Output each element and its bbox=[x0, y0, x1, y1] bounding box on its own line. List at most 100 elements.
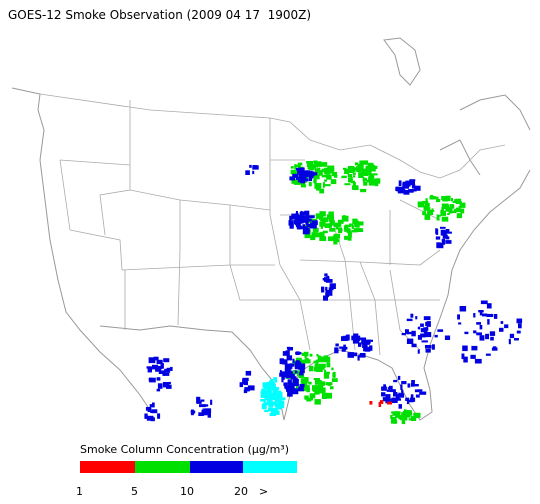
smoke-pixel bbox=[252, 170, 255, 175]
smoke-pixel bbox=[381, 394, 385, 397]
smoke-pixel bbox=[294, 370, 298, 374]
smoke-pixel bbox=[392, 397, 398, 403]
smoke-pixel bbox=[313, 178, 317, 184]
smoke-pixel bbox=[391, 416, 397, 420]
smoke-pixel bbox=[346, 334, 350, 341]
smoke-pixel bbox=[254, 166, 257, 170]
smoke-pixel bbox=[358, 342, 362, 347]
smoke-pixel bbox=[318, 384, 324, 389]
smoke-pixel bbox=[157, 413, 161, 419]
smoke-pixel bbox=[408, 413, 411, 418]
smoke-pixel bbox=[310, 235, 316, 241]
smoke-pixel bbox=[310, 172, 318, 176]
smoke-pixel bbox=[152, 402, 155, 408]
smoke-pixel bbox=[281, 359, 288, 365]
smoke-pixel bbox=[306, 397, 312, 402]
smoke-pixel bbox=[357, 355, 360, 361]
smoke-pixel bbox=[319, 221, 326, 227]
smoke-pixel bbox=[303, 170, 310, 176]
smoke-pixel bbox=[408, 189, 414, 193]
smoke-pixel bbox=[406, 400, 409, 405]
smoke-pixel bbox=[153, 356, 159, 361]
smoke-pixel bbox=[327, 165, 335, 172]
smoke-pixel bbox=[445, 229, 450, 233]
smoke-pixel bbox=[325, 297, 328, 300]
smoke-pixel bbox=[304, 232, 311, 239]
smoke-pixel bbox=[381, 386, 387, 391]
legend-tick-label: 5 bbox=[131, 485, 138, 498]
smoke-pixel bbox=[313, 160, 318, 164]
smoke-pixel bbox=[415, 394, 420, 398]
smoke-pixel bbox=[316, 387, 321, 394]
smoke-pixel bbox=[334, 175, 338, 178]
smoke-pixel bbox=[299, 368, 305, 374]
smoke-pixel bbox=[329, 289, 333, 292]
smoke-pixel bbox=[356, 228, 364, 232]
smoke-pixel bbox=[332, 372, 335, 378]
smoke-pixel bbox=[441, 238, 446, 245]
smoke-pixel bbox=[146, 366, 153, 369]
smoke-pixel bbox=[309, 393, 316, 399]
smoke-pixel bbox=[324, 167, 328, 173]
smoke-pixel bbox=[279, 372, 285, 377]
smoke-pixel bbox=[462, 345, 468, 352]
smoke-pixel bbox=[409, 179, 416, 182]
smoke-pixel bbox=[410, 189, 417, 192]
smoke-pixel bbox=[199, 404, 206, 408]
smoke-pixel bbox=[294, 361, 302, 367]
smoke-pixel bbox=[366, 179, 371, 183]
smoke-pixel bbox=[369, 401, 373, 405]
smoke-pixel bbox=[265, 394, 270, 400]
smoke-pixel bbox=[464, 331, 469, 335]
smoke-pixel bbox=[410, 397, 416, 402]
smoke-pixel bbox=[401, 419, 406, 425]
smoke-pixel bbox=[155, 365, 163, 370]
smoke-pixel bbox=[440, 226, 446, 229]
smoke-pixel bbox=[163, 358, 170, 363]
smoke-pixel bbox=[304, 351, 309, 357]
smoke-pixel bbox=[435, 236, 441, 240]
smoke-pixel bbox=[244, 387, 250, 392]
smoke-pixel bbox=[417, 349, 420, 354]
smoke-pixel bbox=[374, 178, 381, 184]
smoke-pixel bbox=[290, 169, 296, 175]
smoke-pixel bbox=[405, 329, 409, 334]
smoke-pixel bbox=[407, 383, 411, 388]
smoke-pixel bbox=[461, 353, 465, 360]
smoke-pixel bbox=[431, 344, 435, 350]
smoke-pixel bbox=[398, 180, 402, 186]
smoke-pixel bbox=[425, 326, 428, 330]
smoke-pixel bbox=[335, 224, 339, 230]
smoke-pixel bbox=[471, 345, 478, 351]
smoke-pixel bbox=[299, 219, 304, 224]
smoke-pixel bbox=[440, 229, 447, 236]
smoke-pixel bbox=[393, 393, 396, 397]
smoke-pixel bbox=[314, 399, 321, 405]
smoke-pixel bbox=[405, 397, 410, 401]
smoke-pixel bbox=[306, 388, 310, 393]
smoke-pixel bbox=[408, 181, 415, 186]
smoke-pixel bbox=[320, 162, 328, 167]
smoke-pixel bbox=[406, 331, 413, 335]
smoke-pixel bbox=[315, 168, 319, 174]
smoke-pixel bbox=[284, 363, 292, 370]
smoke-pixel bbox=[331, 171, 338, 177]
smoke-pixel bbox=[445, 240, 452, 244]
smoke-pixel bbox=[317, 177, 320, 180]
smoke-pixel bbox=[352, 352, 358, 357]
smoke-pixel bbox=[326, 174, 332, 180]
smoke-pixel bbox=[309, 176, 313, 182]
smoke-pixel bbox=[245, 170, 250, 175]
smoke-pixel bbox=[299, 372, 304, 376]
smoke-pixel bbox=[260, 399, 266, 402]
smoke-pixel bbox=[420, 323, 424, 327]
smoke-pixel bbox=[401, 389, 404, 394]
smoke-pixel bbox=[486, 303, 492, 309]
smoke-pixel bbox=[417, 201, 425, 208]
smoke-pixel bbox=[277, 403, 282, 410]
smoke-pixel bbox=[444, 335, 451, 340]
smoke-pixel bbox=[302, 175, 305, 181]
legend-overflow-label: > bbox=[259, 485, 268, 498]
smoke-pixel bbox=[308, 381, 312, 385]
smoke-pixel bbox=[479, 311, 483, 316]
